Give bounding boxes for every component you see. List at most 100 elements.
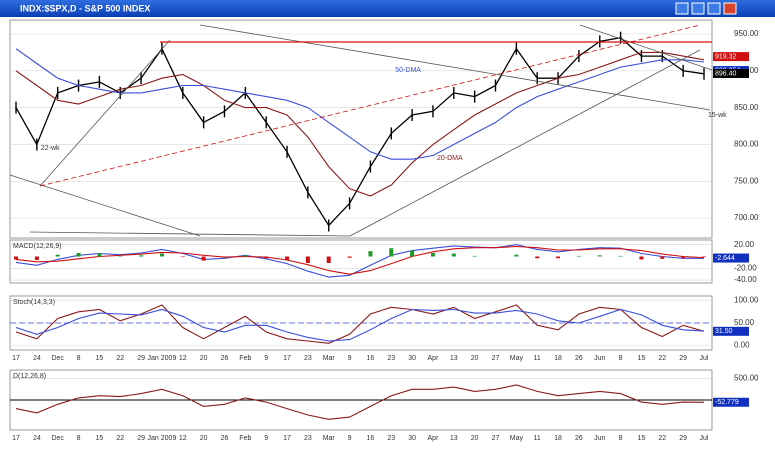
series-line — [15, 37, 705, 227]
last-value-label: 896.40 — [715, 70, 737, 77]
last-value-label: 31.50 — [715, 328, 733, 335]
x-tick-label: 8 — [619, 435, 623, 442]
x-tick-label: 23 — [387, 435, 395, 442]
x-tick-label: 15 — [638, 435, 646, 442]
histogram-bar — [681, 256, 686, 259]
x-tick-label: 8 — [77, 355, 81, 362]
last-value-box — [713, 397, 749, 407]
annotation: 20-DMA — [437, 155, 463, 162]
x-tick-label: May — [510, 435, 524, 442]
x-tick-label: Feb — [239, 435, 251, 442]
series-line — [15, 244, 704, 278]
x-tick-label: Jul — [700, 435, 709, 442]
x-tick-label: May — [510, 355, 524, 362]
y-tick-label: 500.00 — [734, 374, 759, 383]
x-tick-label: 26 — [575, 355, 583, 362]
y-tick-label: -20.00 — [734, 263, 757, 272]
x-tick-label: 23 — [304, 355, 312, 362]
x-tick-label: 11 — [534, 355, 541, 362]
annotation: 15-wk — [708, 112, 727, 119]
x-tick-label: 30 — [408, 435, 416, 442]
histogram-bar — [347, 256, 352, 258]
x-tick-label: 24 — [33, 435, 41, 442]
y-tick-label: 20.00 — [734, 240, 755, 249]
x-tick-label: 9 — [264, 355, 268, 362]
histogram-bar — [305, 256, 310, 263]
x-tick-label: 17 — [283, 435, 291, 442]
histogram-bar — [159, 253, 164, 257]
x-tick-label: 9 — [264, 435, 268, 442]
x-tick-label: Apr — [428, 435, 440, 442]
histogram-bar — [326, 256, 331, 263]
x-tick-label: 20 — [471, 355, 479, 362]
minimize-button[interactable] — [675, 2, 689, 15]
series-line — [15, 308, 705, 342]
histogram-bar — [618, 255, 623, 257]
y-tick-label: 50.00 — [734, 318, 755, 327]
last-value-label: 919.32 — [715, 53, 737, 60]
x-tick-label: Dec — [51, 435, 64, 442]
x-tick-label: Jan 2009 — [148, 355, 177, 362]
x-tick-label: 23 — [387, 355, 395, 362]
restore-button[interactable] — [691, 2, 705, 15]
x-tick-label: 29 — [679, 435, 687, 442]
last-value-label: -2.644 — [715, 255, 735, 262]
y-tick-label: -40.00 — [734, 275, 757, 284]
x-tick-label: 15 — [95, 355, 103, 362]
panel — [9, 239, 713, 284]
x-tick-label: 22 — [658, 435, 666, 442]
x-tick-label: 22 — [658, 355, 666, 362]
series-line — [15, 51, 705, 197]
series-line — [15, 48, 705, 160]
y-tick-label: 100.00 — [734, 296, 759, 305]
maximize-button[interactable] — [707, 2, 721, 15]
x-tick-label: 22 — [116, 355, 124, 362]
trendlines — [9, 24, 713, 237]
histogram-bar — [285, 256, 290, 261]
x-tick-label: 26 — [575, 435, 583, 442]
x-tick-label: 13 — [450, 355, 458, 362]
x-tick-label: Jan 2009 — [148, 435, 177, 442]
histogram-bar — [76, 252, 81, 257]
x-tick-label: Mar — [323, 355, 336, 362]
y-tick-label: 0.00 — [734, 341, 750, 350]
x-tick-label: 17 — [12, 355, 20, 362]
histogram-bar — [430, 252, 435, 257]
x-tick-label: Jul — [700, 355, 709, 362]
x-tick-label: 17 — [12, 435, 20, 442]
x-tick-label: 18 — [554, 355, 562, 362]
histogram-bar — [702, 256, 706, 258]
close-button[interactable] — [723, 2, 737, 15]
histogram-bar — [514, 254, 519, 257]
histogram-bar — [535, 256, 540, 259]
x-tick-label: Jun — [594, 355, 605, 362]
histogram-bar — [222, 256, 227, 258]
x-tick-label: Apr — [428, 355, 440, 362]
x-tick-label: 26 — [221, 355, 229, 362]
y-tick-label: 700.00 — [734, 213, 759, 222]
x-tick-label: 29 — [137, 435, 145, 442]
x-tick-label: 29 — [137, 355, 145, 362]
x-tick-label: 15 — [638, 355, 646, 362]
x-tick-label: 20 — [200, 355, 208, 362]
histogram-bar — [368, 251, 373, 257]
histogram-bar — [139, 255, 144, 257]
x-tick-label: Mar — [323, 435, 336, 442]
histogram-bar — [660, 256, 665, 259]
x-tick-label: 27 — [492, 435, 500, 442]
x-tick-label: 12 — [179, 435, 187, 442]
x-tick-label: 8 — [77, 435, 81, 442]
title-bar — [0, 0, 775, 17]
x-tick-label: 24 — [33, 355, 41, 362]
x-tick-label: 18 — [554, 435, 562, 442]
annotation: 22-wk — [41, 145, 60, 152]
histogram-bar — [14, 256, 18, 260]
histogram-bar — [118, 255, 123, 257]
histogram-bar — [576, 255, 581, 257]
panel — [9, 19, 713, 239]
x-tick-label: 9 — [348, 435, 352, 442]
y-tick-label: 850.00 — [734, 103, 759, 112]
x-tick-label: 16 — [367, 355, 375, 362]
